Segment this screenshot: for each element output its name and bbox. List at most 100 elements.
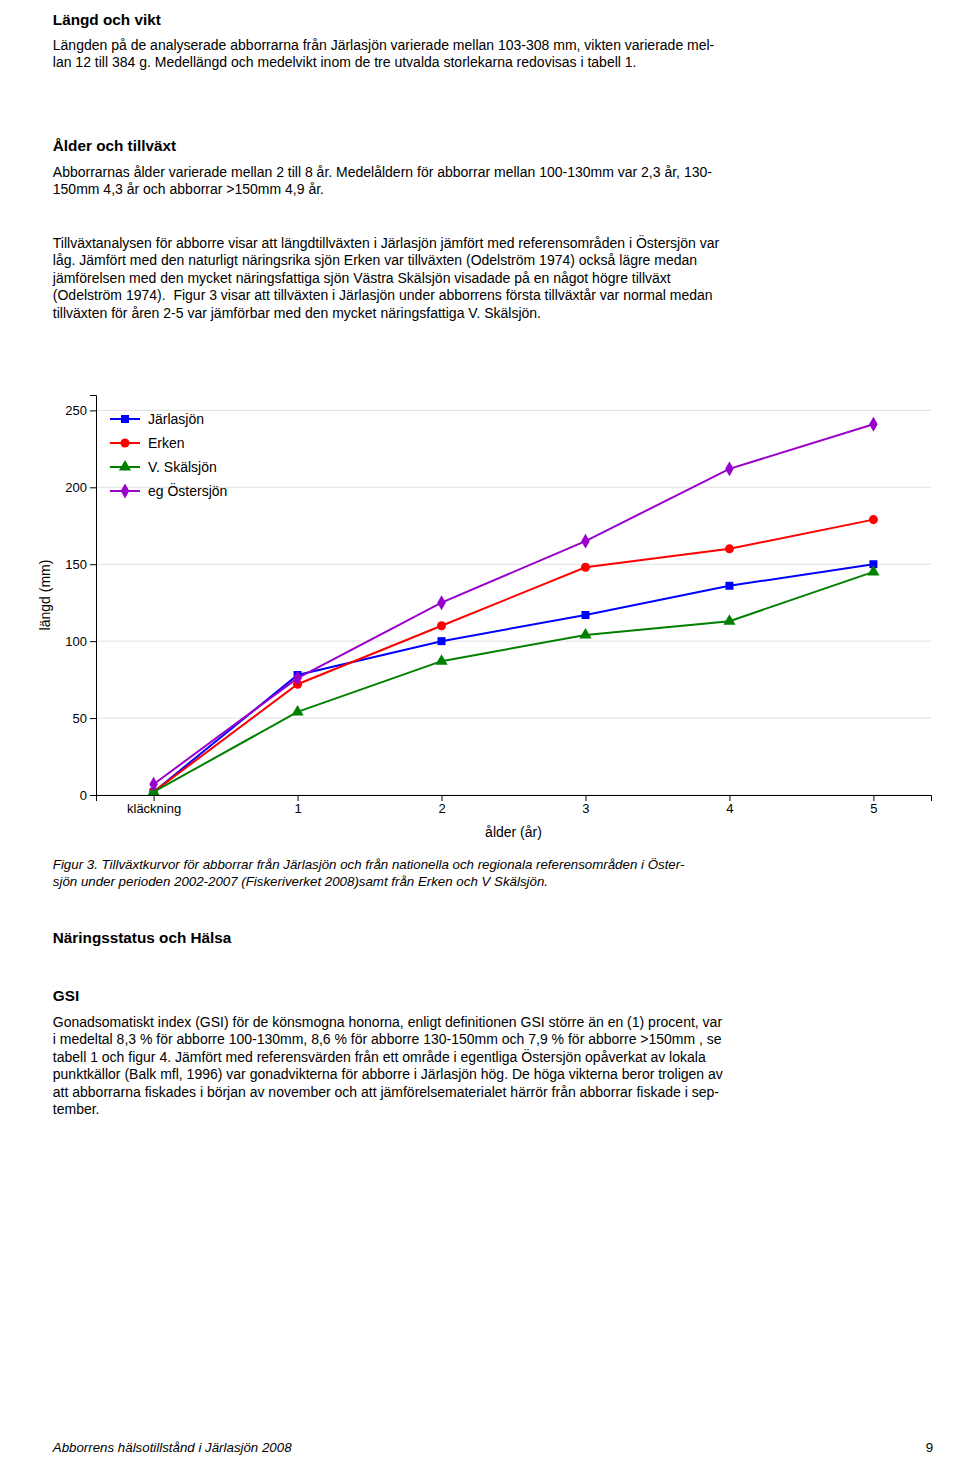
x-tick: 2 bbox=[438, 795, 445, 816]
x-axis-title: ålder (år) bbox=[485, 824, 542, 840]
grid-line bbox=[96, 564, 931, 565]
y-axis-title: längd (mm) bbox=[37, 560, 53, 631]
body-text: jämförelsen med den mycket näringsfattig… bbox=[52, 270, 671, 286]
series-line bbox=[154, 572, 874, 792]
body-text: lan 12 till 384 g. Medellängd och medelv… bbox=[53, 54, 637, 70]
body-text: att abborrarna fiskades i början av nove… bbox=[53, 1084, 719, 1100]
data-point bbox=[581, 534, 590, 549]
y-tick-mark bbox=[90, 487, 96, 488]
text-sections: Längd och vikt Längden på de analyserade … bbox=[52, 11, 720, 321]
data-point bbox=[725, 544, 734, 553]
data-point bbox=[723, 614, 735, 625]
y-tick-mark bbox=[90, 564, 96, 565]
body-text: Tillväxtanalysen för abborre visar att l… bbox=[53, 234, 720, 251]
y-tick-mark bbox=[90, 641, 96, 642]
x-tick-mark bbox=[298, 795, 299, 801]
section-heading: GSI bbox=[53, 987, 79, 1004]
section-heading: Näringsstatus och Hälsa bbox=[53, 929, 232, 946]
y-tick-label: 100 bbox=[65, 634, 87, 649]
grid-line bbox=[96, 718, 931, 719]
x-tick-mark bbox=[442, 795, 443, 801]
x-tick: 1 bbox=[294, 795, 301, 816]
series-line bbox=[154, 520, 874, 792]
body-text: punktkällor (Balk mfl, 1996) var gonadvi… bbox=[53, 1066, 723, 1082]
text-sections: Näringsstatus och Hälsa GSI Gonadsomatiskt… bbox=[53, 929, 723, 1117]
data-point bbox=[293, 671, 302, 686]
y-tick-label: 50 bbox=[73, 711, 87, 726]
y-tick-mark bbox=[90, 795, 96, 796]
y-tick-label: 250 bbox=[65, 403, 87, 418]
legend-symbol bbox=[119, 460, 131, 471]
body-text: i medeltal 8,3 % för abborre 100-130mm, … bbox=[53, 1031, 722, 1047]
data-point bbox=[725, 582, 733, 590]
section-heading: Längd och vikt bbox=[53, 11, 161, 28]
grid-line bbox=[96, 641, 931, 642]
x-tick-mark bbox=[585, 795, 586, 801]
legend-label: Järlasjön bbox=[148, 411, 204, 427]
data-point bbox=[435, 654, 447, 665]
footer: Abborrens hälsotillstånd i Järlasjön 200… bbox=[52, 1440, 933, 1455]
legend-symbol bbox=[121, 415, 129, 423]
x-tick-label: 1 bbox=[294, 801, 301, 816]
x-axis-line bbox=[97, 796, 932, 802]
legend-label: eg Östersjön bbox=[148, 482, 227, 499]
legend-item: V. Skälsjön bbox=[110, 459, 217, 475]
legend-item: eg Östersjön bbox=[110, 482, 227, 499]
y-axis-line bbox=[90, 396, 97, 796]
x-tick: 5 bbox=[870, 795, 877, 816]
body-text: Gonadsomatiskt index (GSI) för de könsmo… bbox=[53, 1014, 723, 1030]
legend: Järlasjön Erken V. Skälsjön eg Östersjön bbox=[110, 411, 227, 499]
chart: kläckning12345050100150200250ålder (år)l… bbox=[37, 396, 932, 841]
x-tick: 3 bbox=[582, 795, 589, 816]
y-tick-label: 200 bbox=[65, 480, 87, 495]
data-point bbox=[869, 417, 878, 432]
y-tick-mark bbox=[90, 718, 96, 719]
data-point bbox=[579, 628, 591, 639]
data-point bbox=[869, 515, 878, 524]
series-points bbox=[150, 560, 878, 795]
y-tick: 200 bbox=[65, 480, 96, 495]
caption: Figur 3. Tillväxtkurvor för abborrar frå… bbox=[53, 857, 685, 889]
series-line bbox=[154, 564, 874, 792]
x-tick: kläckning bbox=[127, 795, 181, 816]
x-tick-label: 3 bbox=[582, 801, 589, 816]
x-tick-label: kläckning bbox=[127, 801, 181, 816]
x-axis: kläckning 1 2 3 4 5 bbox=[97, 795, 932, 816]
series-points bbox=[149, 515, 878, 795]
data-point bbox=[438, 637, 446, 645]
plot-area bbox=[148, 417, 880, 795]
legend-label: Erken bbox=[148, 435, 185, 451]
body-text: Längden på de analyserade abborrarna frå… bbox=[53, 37, 715, 53]
x-tick-mark bbox=[154, 795, 155, 801]
data-point bbox=[149, 777, 158, 792]
grid-line bbox=[96, 410, 931, 411]
body-text: tillväxten för åren 2-5 var jämförbar me… bbox=[53, 305, 541, 321]
legend-label: V. Skälsjön bbox=[148, 459, 217, 475]
x-tick-label: 2 bbox=[438, 801, 445, 816]
body-text: 150mm 4,3 år och abborrar >150mm 4,9 år. bbox=[53, 181, 324, 197]
footer-right: 9 bbox=[926, 1440, 933, 1455]
y-tick: 50 bbox=[73, 711, 96, 726]
legend-item: Järlasjön bbox=[110, 411, 204, 427]
grid bbox=[96, 410, 931, 795]
x-tick-label: 5 bbox=[870, 801, 877, 816]
body-text: (Odelström 1974). Figur 3 visar att till… bbox=[53, 287, 713, 303]
footer-left: Abborrens hälsotillstånd i Järlasjön 200… bbox=[52, 1440, 292, 1455]
legend-symbol bbox=[121, 484, 130, 499]
data-point bbox=[291, 705, 303, 716]
section-heading: Ålder och tillväxt bbox=[53, 137, 176, 154]
series-line bbox=[154, 424, 874, 784]
series-points bbox=[148, 565, 880, 795]
y-tick: 0 bbox=[80, 788, 96, 803]
y-tick: 100 bbox=[65, 634, 96, 649]
body-text: Abborrarnas ålder varierade mellan 2 til… bbox=[53, 164, 712, 180]
data-point bbox=[437, 595, 446, 610]
y-tick-mark bbox=[90, 410, 96, 411]
series-points bbox=[149, 417, 877, 792]
x-tick: 4 bbox=[726, 795, 733, 816]
body-text: tember. bbox=[53, 1101, 100, 1117]
body-text: tabell 1 och figur 4. Jämfört med refere… bbox=[53, 1048, 706, 1065]
caption-text: sjön under perioden 2002-2007 (Fiskerive… bbox=[53, 874, 548, 889]
data-point bbox=[437, 621, 446, 630]
y-tick: 150 bbox=[65, 557, 96, 572]
